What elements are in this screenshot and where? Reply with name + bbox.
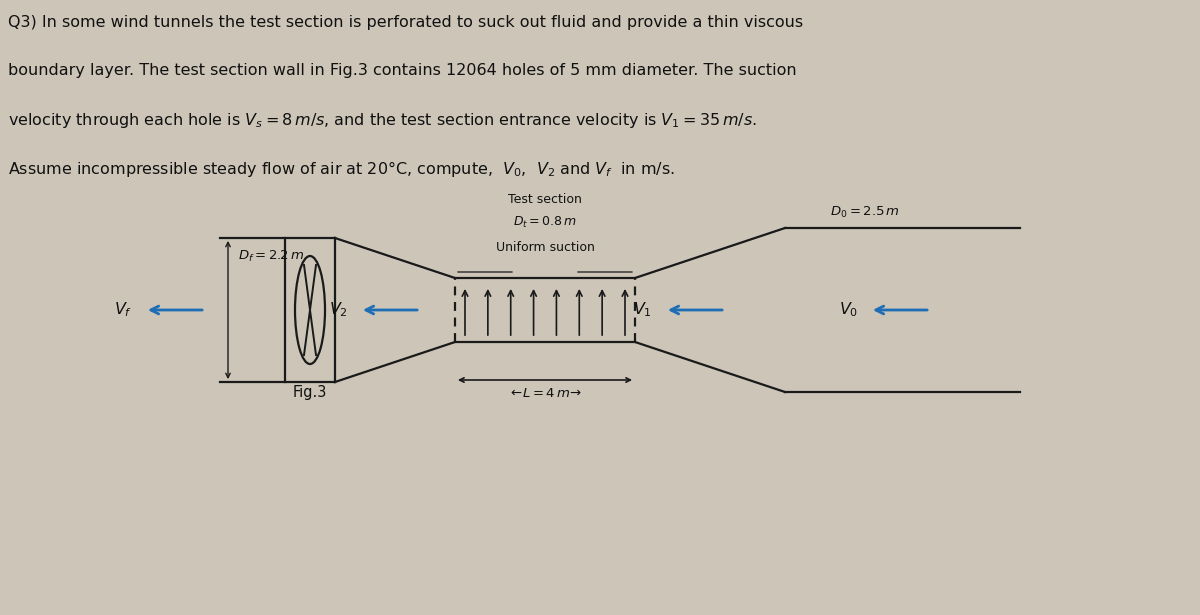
Text: $V_1$: $V_1$	[634, 301, 652, 319]
Text: $V_0$: $V_0$	[839, 301, 858, 319]
Text: Uniform suction: Uniform suction	[496, 241, 594, 254]
Text: velocity through each hole is $V_s = 8\,m/s$, and the test section entrance velo: velocity through each hole is $V_s = 8\,…	[8, 111, 757, 130]
Text: Test section: Test section	[508, 193, 582, 206]
Text: Assume incompressible steady flow of air at 20°C, compute,  $V_0$,  $V_2$ and $V: Assume incompressible steady flow of air…	[8, 159, 674, 179]
Text: $\leftarrow\!L=4\,m\!\rightarrow$: $\leftarrow\!L=4\,m\!\rightarrow$	[508, 387, 582, 400]
Text: $V_2$: $V_2$	[329, 301, 348, 319]
Text: $V_f$: $V_f$	[114, 301, 132, 319]
Text: $D_f=2.2\,m$: $D_f=2.2\,m$	[238, 249, 305, 264]
Text: Q3) In some wind tunnels the test section is perforated to suck out fluid and pr: Q3) In some wind tunnels the test sectio…	[8, 15, 803, 30]
Text: Fig.3: Fig.3	[293, 385, 328, 400]
Text: boundary layer. The test section wall in Fig.3 contains 12064 holes of 5 mm diam: boundary layer. The test section wall in…	[8, 63, 797, 78]
Text: $D_0=2.5\,m$: $D_0=2.5\,m$	[830, 205, 900, 220]
Text: $D_t=0.8\,m$: $D_t=0.8\,m$	[514, 215, 577, 230]
